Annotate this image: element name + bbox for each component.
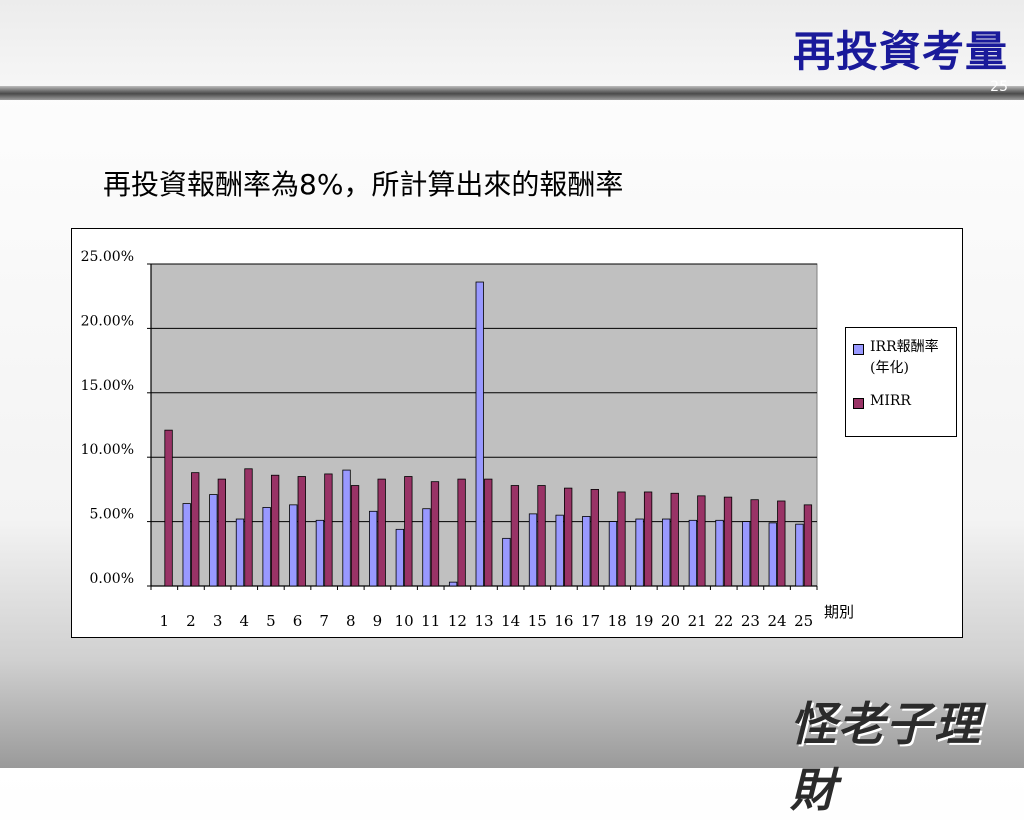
- x-tick-label: 12: [448, 612, 467, 630]
- bar-irr: [795, 523, 804, 587]
- bar-irr: [502, 537, 511, 587]
- bar-mirr: [484, 478, 493, 587]
- x-tick-label: 8: [346, 612, 356, 630]
- slide-subtitle: 再投資報酬率為8%，所計算出來的報酬率: [103, 168, 624, 201]
- x-tick-label: 15: [528, 612, 547, 630]
- bar-irr: [528, 513, 538, 587]
- bar-mirr: [164, 429, 173, 587]
- bar-irr: [342, 469, 351, 587]
- bar-mirr: [803, 504, 813, 587]
- bar-mirr: [617, 491, 626, 587]
- x-tick-label: 13: [474, 612, 493, 630]
- header-band: [0, 0, 1024, 86]
- bar-mirr: [670, 492, 679, 587]
- legend-label-irr: IRR報酬率 (年化): [870, 339, 939, 376]
- y-tick-label: 5.00%: [90, 507, 134, 523]
- x-tick-label: 6: [293, 612, 303, 630]
- bar-mirr: [777, 500, 786, 587]
- x-tick-label: 2: [186, 612, 196, 630]
- page-number: 25: [990, 79, 1008, 95]
- bar-irr: [688, 519, 698, 587]
- bar-mirr: [697, 495, 706, 587]
- x-tick-label: 20: [661, 612, 680, 630]
- bar-mirr: [723, 496, 733, 587]
- bar-irr: [315, 519, 325, 587]
- bar-irr: [209, 494, 218, 587]
- chart-legend: IRR報酬率 (年化) MIRR: [845, 327, 957, 437]
- bar-irr: [768, 522, 777, 587]
- legend-swatch-irr: [853, 344, 864, 355]
- y-tick-label: 20.00%: [81, 313, 134, 329]
- legend-swatch-mirr: [853, 398, 864, 409]
- bar-mirr: [404, 476, 413, 587]
- x-tick-label: 10: [395, 612, 414, 630]
- bar-irr: [635, 518, 644, 587]
- bar-irr: [715, 519, 724, 587]
- bar-irr: [235, 518, 245, 587]
- x-axis-label: 期別: [824, 603, 854, 621]
- bar-mirr: [750, 499, 759, 587]
- y-tick-label: 10.00%: [81, 442, 134, 458]
- bar-mirr: [510, 485, 520, 587]
- plot-area: [150, 263, 818, 587]
- bar-irr: [289, 504, 298, 587]
- x-tick-label: 16: [554, 612, 573, 630]
- bar-mirr: [377, 478, 386, 587]
- bar-irr: [262, 507, 271, 587]
- bar-mirr: [643, 491, 653, 587]
- x-tick-label: 19: [634, 612, 653, 630]
- bar-mirr: [297, 476, 306, 587]
- bar-chart: 0.00%5.00%10.00%15.00%20.00%25.00%1 2 3 4 5 6…: [81, 249, 854, 630]
- x-tick-label: 11: [421, 612, 440, 630]
- x-tick-label: 3: [213, 612, 223, 630]
- bar-mirr: [270, 474, 280, 587]
- chart-frame: 0.00% 5.00% 10.00% 15.00% 20.00% 25.00% 1 2 3 4 5 6…: [71, 228, 963, 638]
- slide-title: 再投資考量: [792, 27, 1008, 76]
- y-tick-label: 15.00%: [81, 378, 134, 394]
- x-tick-label: 24: [767, 612, 786, 630]
- x-tick-label: 1: [160, 612, 170, 630]
- x-tick-label: 23: [741, 612, 760, 630]
- bar-irr: [182, 503, 191, 587]
- y-tick-label: 25.00%: [81, 249, 134, 265]
- x-tick-label: 21: [688, 612, 707, 630]
- x-tick-label: 9: [373, 612, 383, 630]
- legend-item-mirr: MIRR: [853, 393, 911, 412]
- bar-mirr: [324, 473, 333, 587]
- bar-irr: [662, 518, 671, 587]
- bar-mirr: [217, 478, 227, 587]
- x-tick-label: 5: [266, 612, 276, 630]
- bar-irr: [475, 281, 484, 587]
- bar-mirr: [590, 488, 599, 587]
- bar-irr: [582, 516, 591, 587]
- legend-label-mirr: MIRR: [870, 393, 911, 409]
- bar-irr: [422, 508, 431, 587]
- x-tick-label: 7: [319, 612, 329, 630]
- bar-irr: [742, 521, 751, 587]
- bar-mirr: [537, 485, 546, 587]
- x-tick-label: 14: [501, 612, 520, 630]
- bar-mirr: [457, 478, 466, 587]
- bar-mirr: [244, 468, 253, 587]
- bar-mirr: [564, 487, 573, 587]
- brand-logo: 怪老子理財: [790, 697, 982, 817]
- header-divider: [0, 86, 1024, 100]
- bar-irr: [608, 521, 618, 587]
- bar-irr: [395, 528, 404, 587]
- x-tick-label: 25: [794, 612, 813, 630]
- x-tick-label: 18: [608, 612, 627, 630]
- bar-mirr: [191, 472, 200, 587]
- x-tick-label: 4: [239, 612, 249, 630]
- bar-irr: [448, 581, 458, 587]
- bar-mirr: [430, 481, 440, 587]
- bar-irr: [555, 514, 564, 587]
- bar-irr: [369, 510, 378, 587]
- x-tick-label: 22: [714, 612, 733, 630]
- legend-item-irr: IRR報酬率 (年化): [853, 339, 939, 379]
- y-tick-label: 0.00%: [90, 571, 134, 587]
- x-tick-label: 17: [581, 612, 600, 630]
- bar-mirr: [350, 485, 360, 587]
